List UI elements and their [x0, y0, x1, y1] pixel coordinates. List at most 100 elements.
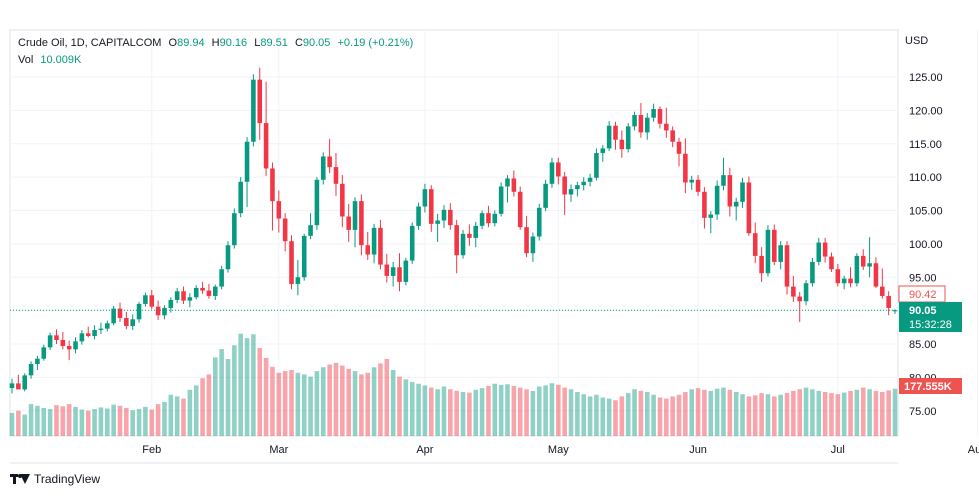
- price-tick-label: 115.00: [909, 139, 942, 151]
- price-tick-label: 105.00: [909, 206, 943, 218]
- volume-bar: [517, 387, 523, 436]
- volume-bar: [397, 376, 402, 436]
- volume-bar: [111, 404, 116, 436]
- candle: [714, 180, 720, 220]
- candle-body: [327, 156, 332, 168]
- candle: [371, 223, 377, 264]
- candle-body: [340, 183, 345, 217]
- candle-body: [746, 182, 752, 234]
- candle-body: [143, 295, 148, 304]
- candle-body: [803, 283, 809, 302]
- volume-bar: [320, 367, 326, 436]
- volume-bar: [619, 396, 625, 436]
- candle-body: [384, 264, 390, 276]
- candle-body: [727, 175, 733, 207]
- volume-bar: [378, 363, 383, 436]
- candle-body: [85, 333, 91, 336]
- volume-bar: [193, 385, 199, 436]
- candle-body: [625, 126, 631, 150]
- candle-body: [772, 229, 777, 262]
- candle-body: [193, 287, 199, 298]
- candle: [873, 257, 879, 288]
- candle-body: [181, 291, 186, 301]
- candle-body: [810, 261, 815, 284]
- volume-bar: [28, 404, 34, 436]
- tradingview-footer[interactable]: TradingView: [10, 472, 100, 486]
- candle-body: [587, 177, 593, 182]
- candle-body: [219, 269, 224, 287]
- volume-bar: [854, 389, 860, 436]
- candle-body: [403, 260, 409, 282]
- candle-body: [111, 308, 116, 324]
- candle-body: [238, 181, 243, 214]
- last-price-label: 90.05: [909, 305, 937, 317]
- candle: [702, 187, 707, 229]
- volume-bar: [530, 390, 536, 436]
- price-tick-label: 95.00: [909, 272, 937, 284]
- candle-body: [9, 383, 15, 389]
- volume-bar: [200, 378, 205, 436]
- candle: [778, 241, 783, 270]
- candle-body: [276, 201, 282, 219]
- candle: [486, 205, 491, 228]
- candle: [28, 361, 34, 379]
- candle: [848, 267, 853, 288]
- volume-bar: [892, 388, 898, 436]
- candle-body: [22, 375, 27, 390]
- time-tick-label: Aug: [968, 444, 979, 456]
- price-axis[interactable]: USD 75.0080.0085.0090.0095.00100.00105.0…: [905, 35, 943, 418]
- volume-bar: [289, 370, 294, 436]
- candle-body: [511, 178, 517, 192]
- candle-body: [568, 189, 574, 195]
- price-badges: 90.42 90.05 15:32:28 177.555K: [898, 285, 962, 394]
- volume-bar: [73, 406, 78, 436]
- candle-body: [289, 241, 294, 284]
- volume-bar: [403, 379, 409, 436]
- volume-bar: [886, 390, 891, 436]
- volume-bar: [829, 393, 834, 436]
- volume-bar: [638, 390, 644, 436]
- candle-body: [841, 278, 847, 284]
- candle: [200, 281, 205, 294]
- symbol-label[interactable]: Crude Oil, 1D, CAPITALCOM: [18, 37, 162, 49]
- volume-bar: [486, 385, 491, 436]
- candle: [721, 157, 726, 191]
- volume-bar: [536, 386, 542, 436]
- volume-bar: [492, 383, 498, 436]
- volume-bar: [721, 387, 726, 436]
- currency-label: USD: [905, 35, 928, 47]
- low-key: L: [254, 37, 261, 49]
- candle: [390, 261, 396, 287]
- candle: [232, 208, 237, 249]
- volume-bar: [543, 385, 548, 436]
- candle: [511, 170, 517, 197]
- volume-bar: [498, 384, 504, 436]
- volume-bar: [143, 406, 148, 436]
- last-price-badge: [899, 302, 962, 332]
- time-tick-label: Feb: [142, 444, 161, 456]
- candle-body: [492, 213, 498, 224]
- price-tick-label: 100.00: [909, 239, 943, 251]
- time-axis[interactable]: Feb Mar Apr May Jun Jul Aug: [142, 444, 979, 456]
- volume-bar: [257, 348, 263, 436]
- candle-body: [448, 209, 453, 226]
- candle-body: [486, 213, 491, 224]
- volume-bar: [16, 410, 21, 436]
- volume-bar: [448, 389, 453, 436]
- candle-body: [371, 227, 377, 255]
- candle: [35, 356, 40, 371]
- candle: [263, 81, 269, 176]
- volume-bar: [22, 414, 27, 436]
- candle-body: [498, 186, 504, 214]
- candle: [162, 305, 167, 320]
- candle: [22, 373, 27, 392]
- candle-body: [54, 335, 59, 340]
- candle-body: [835, 269, 841, 284]
- volume-key[interactable]: Vol: [18, 54, 34, 66]
- candle-body: [721, 175, 726, 186]
- candle: [632, 111, 637, 131]
- candle-body: [562, 176, 567, 195]
- candle-body: [740, 182, 745, 202]
- volume-bar: [308, 376, 313, 436]
